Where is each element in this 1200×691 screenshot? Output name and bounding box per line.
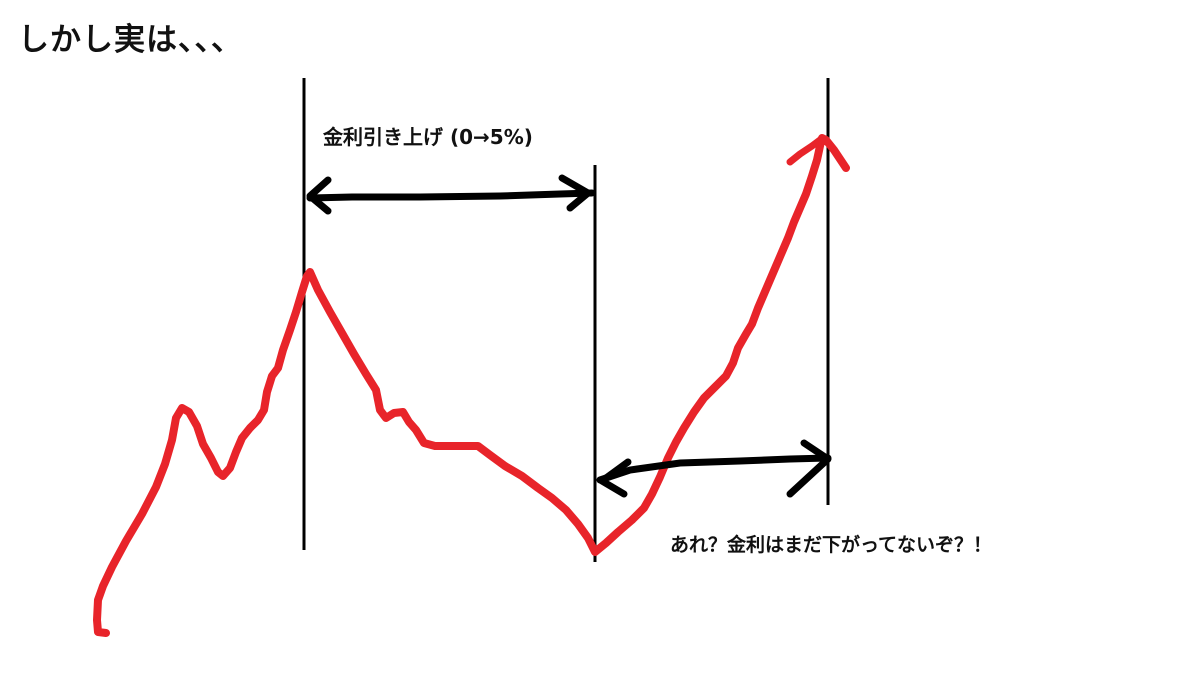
rate-hike-label: 金利引き上げ (0→5%) — [323, 125, 533, 149]
double-arrow-rate-hike — [306, 189, 596, 202]
page-title: しかし実は、、、 — [18, 22, 243, 58]
price-curve-peak-stroke — [786, 136, 824, 166]
arrowhead-left-recent — [598, 458, 632, 498]
arrowhead-right-rate-hike — [558, 174, 592, 212]
arrowhead-right-recent — [786, 439, 832, 498]
double-arrow-recent — [596, 454, 832, 484]
price-curve — [93, 134, 850, 637]
arrowhead-left-rate-hike — [306, 176, 332, 215]
rates-not-lowered-label: あれ？金利はまだ下がってないぞ？！ — [670, 534, 993, 556]
